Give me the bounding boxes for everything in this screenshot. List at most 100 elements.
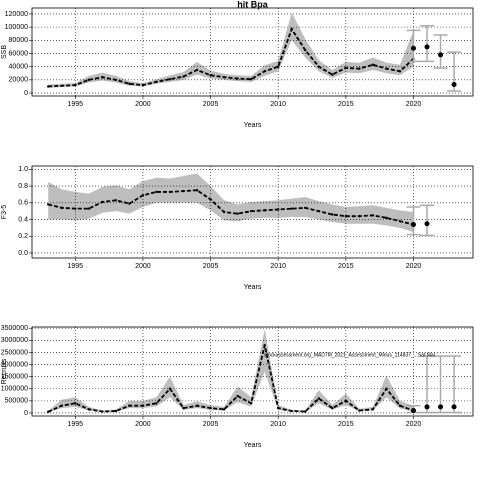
- x-tick-label: 1995: [67, 421, 83, 428]
- y-tick-label: 2000000: [1, 361, 28, 368]
- x-tick-label: 2020: [406, 101, 422, 108]
- median-point: [168, 190, 172, 194]
- median-point: [74, 207, 77, 210]
- median-point: [277, 208, 280, 211]
- y-tick-label: 0.4: [18, 216, 28, 223]
- median-point: [74, 83, 77, 87]
- x-tick-label: 2000: [135, 101, 151, 108]
- y-tick-label: 0.2: [18, 233, 28, 240]
- median-point: [195, 68, 199, 72]
- x-tick-label: 2010: [270, 421, 286, 428]
- x-tick-label: 2015: [338, 263, 354, 270]
- forecast-point: [424, 44, 430, 50]
- median-point: [371, 214, 375, 217]
- median-point: [249, 77, 253, 81]
- median-point: [168, 387, 172, 390]
- median-point: [344, 214, 348, 218]
- y-tick-label: 500000: [5, 398, 28, 405]
- forecast-point: [438, 52, 444, 58]
- confidence-band: [48, 12, 414, 88]
- median-point: [114, 78, 118, 82]
- median-point: [371, 63, 375, 66]
- y-tick-label: 2500000: [1, 349, 28, 356]
- x-tick-label: 2000: [135, 263, 151, 270]
- plot-frame: [31, 7, 474, 97]
- median-point: [290, 27, 293, 31]
- median-line: [47, 344, 414, 413]
- y-tick-label: 60000: [9, 50, 29, 57]
- median-point: [236, 212, 239, 215]
- median-point: [60, 84, 63, 87]
- x-tick-label: 2010: [270, 263, 286, 270]
- forecast-point: [451, 404, 457, 410]
- median-point: [209, 198, 212, 201]
- median-point: [263, 343, 266, 347]
- median-point: [87, 408, 91, 411]
- median-point: [263, 70, 266, 73]
- median-point: [290, 409, 293, 413]
- median-point: [195, 189, 199, 192]
- median-point: [60, 206, 63, 210]
- forecast-point: [410, 45, 416, 51]
- median-point: [128, 82, 131, 86]
- annotation: stockassessment.org_MAD7M_2021_Assessmen…: [264, 352, 436, 358]
- median-point: [331, 213, 334, 216]
- forecast-point: [410, 408, 416, 414]
- median-point: [263, 209, 266, 212]
- y-tick-label: 1000000: [1, 386, 28, 393]
- median-point: [74, 402, 77, 405]
- median-point: [317, 209, 320, 213]
- median-point: [155, 402, 158, 405]
- median-point: [249, 209, 253, 213]
- median-line: [48, 189, 414, 226]
- x-tick-label: 1995: [67, 101, 83, 108]
- median-point: [182, 406, 185, 410]
- median-point: [236, 394, 239, 398]
- median-point: [304, 206, 307, 210]
- median-point: [317, 65, 320, 68]
- median-point: [60, 404, 63, 407]
- median-point: [195, 404, 199, 407]
- median-point: [47, 203, 50, 206]
- median-point: [249, 402, 253, 405]
- y-tick-label: 40000: [9, 64, 29, 71]
- median-point: [141, 404, 145, 407]
- median-point: [101, 200, 104, 204]
- plot-frame: [31, 165, 474, 259]
- confidence-band: [48, 329, 414, 413]
- x-tick-label: 2010: [270, 101, 286, 108]
- y-tick-label: 3500000: [1, 325, 28, 332]
- median-point: [344, 399, 348, 403]
- x-tick-label: 2015: [338, 421, 354, 428]
- median-point: [385, 216, 388, 220]
- median-point: [47, 85, 50, 88]
- x-tick-label: 2005: [203, 421, 219, 428]
- median-point: [101, 76, 104, 79]
- median-point: [331, 73, 334, 76]
- y-tick-label: 100000: [5, 24, 28, 31]
- median-line: [48, 27, 415, 88]
- median-point: [141, 194, 145, 197]
- median-point: [236, 77, 239, 80]
- median-point: [344, 66, 348, 70]
- median-point: [222, 76, 226, 79]
- median-point: [209, 74, 212, 77]
- y-tick-label: 3000000: [1, 337, 28, 344]
- x-axis-label: Years: [244, 122, 262, 129]
- median-point: [47, 410, 50, 413]
- median-point: [358, 67, 361, 70]
- median-point: [277, 406, 280, 410]
- x-tick-label: 2015: [338, 101, 354, 108]
- median-point: [304, 48, 307, 52]
- y-tick-label: 0.8: [18, 183, 28, 190]
- y-axis-label: F3-5: [1, 205, 8, 220]
- y-axis-label: SSB: [1, 45, 8, 59]
- median-point: [371, 408, 375, 411]
- x-tick-label: 2005: [203, 263, 219, 270]
- y-tick-label: 0: [24, 410, 28, 417]
- median-point: [114, 409, 118, 413]
- forecast-point: [438, 404, 444, 410]
- forecast-point: [410, 222, 416, 228]
- y-tick-label: 0.6: [18, 200, 28, 207]
- median-point: [155, 80, 158, 84]
